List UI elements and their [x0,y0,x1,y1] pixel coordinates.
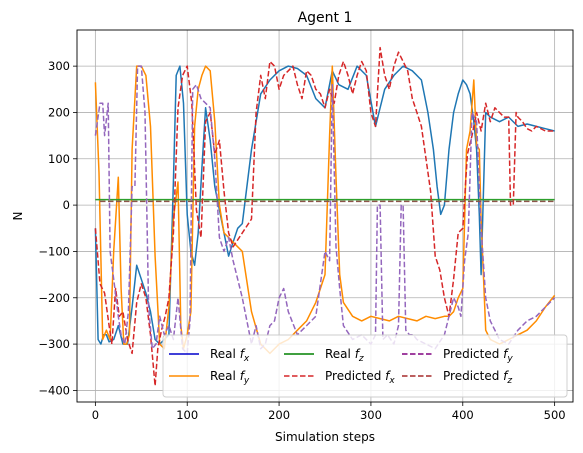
ticks: 0 100 200 300 400 500 −400 −300 −200 −100 0 100 200 3… [38,59,565,422]
x-tick-label: 100 [176,408,198,422]
y-axis-title: N [11,212,25,221]
y-tick-label: 200 [48,105,70,119]
y-tick-label: 300 [48,59,70,73]
legend-label: Real fz [325,347,364,364]
legend-label: Predicted fy [443,347,513,364]
y-tick-label: −200 [38,291,70,305]
chart-title: Agent 1 [298,10,353,26]
legend-box [162,334,568,398]
legend-label: Real fx [210,347,250,364]
legend-label: Real fy [210,369,250,386]
x-axis-title: Simulation steps [275,430,375,444]
x-tick-label: 300 [360,408,382,422]
x-tick-label: 0 [92,408,99,422]
y-tick-label: −300 [38,337,70,351]
series-line-0 [94,65,555,345]
legend-label: Predicted fx [325,369,395,386]
y-tick-label: −100 [38,244,70,258]
plot-frame [76,29,574,403]
y-tick-label: 100 [48,152,70,166]
series-line-4 [94,65,556,355]
y-tick-label: −400 [38,383,70,397]
y-tick-label: 0 [63,198,70,212]
series-line-3 [94,46,555,387]
x-tick-label: 200 [268,408,290,422]
legend: Real fx Real fy Real fz Predicted fx Predict… [162,334,568,398]
legend-label: Predicted fz [443,369,512,386]
x-tick-label: 500 [544,408,566,422]
x-tick-label: 400 [452,408,474,422]
